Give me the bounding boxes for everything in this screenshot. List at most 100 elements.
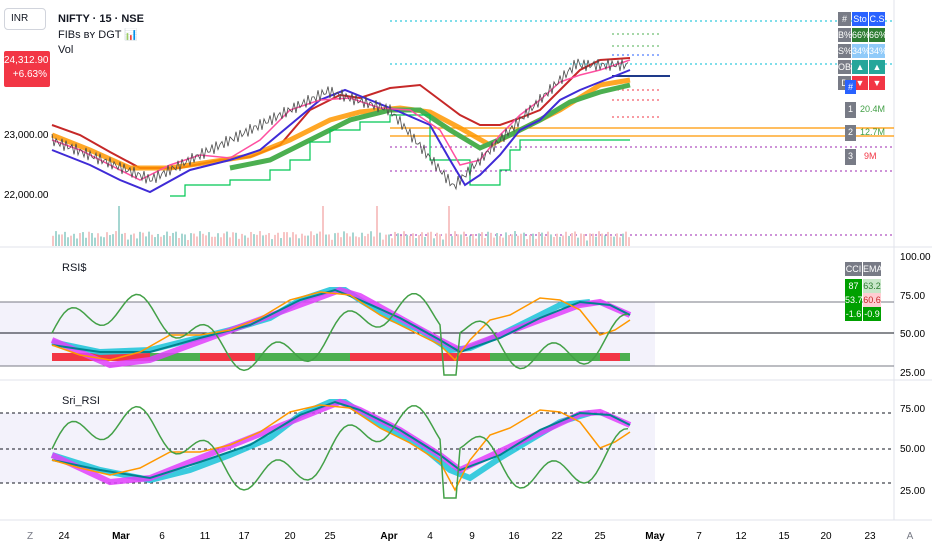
volume-bar — [247, 237, 249, 246]
trend-segment — [150, 353, 200, 361]
status-cell: 34% — [852, 44, 871, 58]
volume-bar — [91, 233, 93, 246]
volume-bar — [130, 234, 132, 246]
volume-bar — [268, 233, 270, 246]
volume-bar — [613, 236, 615, 246]
volume-bar — [448, 206, 450, 246]
volume-bar — [364, 236, 366, 246]
volume-bar — [358, 237, 360, 246]
volume-bar — [601, 233, 603, 246]
volume-bar — [256, 234, 258, 246]
volume-bar — [232, 232, 234, 246]
volume-bar — [70, 235, 72, 246]
volume-bar — [217, 233, 219, 246]
volume-bar — [487, 231, 489, 246]
currency-selector[interactable]: INR — [4, 8, 46, 30]
time-axis[interactable]: Z 24 Mar 6 11 17 20 25 Apr 4 9 16 22 25 May 7 12 15 20 23 A — [27, 531, 914, 542]
volume-bar — [289, 237, 291, 246]
status-header: Sto — [852, 12, 868, 26]
status-cell: ▲ — [852, 60, 868, 74]
volume-bar — [175, 231, 177, 246]
time-label: 4 — [427, 531, 433, 542]
volume-bar — [397, 233, 399, 246]
trend-segment — [620, 353, 630, 361]
volume-bar — [190, 233, 192, 246]
volume-bar — [526, 239, 528, 246]
status-cell: 66% — [852, 28, 871, 42]
volume-bar — [481, 232, 483, 246]
volume-bar — [580, 233, 582, 246]
symbol-title[interactable]: NIFTY · 15 · NSE — [58, 13, 144, 25]
volume-bar — [460, 234, 462, 246]
ema-value: 60.6 — [863, 293, 881, 307]
volume-bar — [136, 238, 138, 246]
volume-bar — [298, 238, 300, 246]
status-row-label: OB — [838, 60, 852, 74]
volume-bar — [493, 237, 495, 246]
volume-bar — [538, 232, 540, 246]
volume-bar — [514, 231, 516, 246]
volume-bar — [547, 231, 549, 246]
volume-bar — [151, 234, 153, 246]
volume-bar — [559, 236, 561, 246]
volume-bar — [322, 206, 324, 246]
trend-segment — [600, 353, 620, 361]
status-cell: ▲ — [869, 60, 885, 74]
volume-bar — [343, 231, 345, 246]
volume-value: 9M — [864, 151, 877, 161]
volume-bar — [121, 233, 123, 246]
volume-bar — [415, 238, 417, 246]
status-cell: ▼ — [852, 76, 868, 90]
volume-bar — [355, 236, 357, 246]
time-label: 23 — [864, 531, 876, 542]
volume-bar — [211, 236, 213, 246]
volume-bar — [124, 232, 126, 246]
volume-bar — [169, 236, 171, 246]
sri-pane-label[interactable]: Sri_RSI — [62, 395, 100, 407]
volume-bar — [517, 235, 519, 246]
volume-bar — [346, 233, 348, 246]
volume-bar — [181, 233, 183, 246]
volume-bar — [319, 231, 321, 246]
status-header: C.S — [869, 12, 885, 26]
volume-bar — [262, 235, 264, 246]
trend-segment — [200, 353, 255, 361]
indicator-vol[interactable]: Vol — [58, 44, 74, 56]
time-label: Z — [27, 531, 33, 542]
volume-bar — [250, 231, 252, 246]
volume-bar — [334, 233, 336, 246]
volume-bar — [253, 234, 255, 246]
time-label: 22 — [551, 531, 563, 542]
volume-bar — [403, 231, 405, 246]
volume-bar — [187, 240, 189, 246]
time-label: 16 — [508, 531, 520, 542]
volume-header: # — [845, 80, 856, 94]
sri-axis-label: 50.00 — [900, 444, 925, 455]
volume-bar — [619, 237, 621, 246]
volume-bar — [382, 239, 384, 246]
volume-value: 20.4M — [860, 104, 886, 114]
volume-bar — [409, 235, 411, 246]
volume-bar — [67, 237, 69, 246]
volume-bar — [424, 236, 426, 246]
time-label: Apr — [380, 531, 397, 542]
volume-bar — [589, 233, 591, 246]
time-label: 20 — [284, 531, 296, 542]
volume-bar — [199, 231, 201, 246]
time-label: 11 — [200, 531, 211, 542]
rsi-pane-label[interactable]: RSI$ — [62, 262, 87, 274]
volume-bar — [193, 233, 195, 246]
volume-bar — [79, 233, 81, 246]
volume-bar — [571, 233, 573, 246]
volume-bar — [454, 231, 456, 246]
indicator-fibs[interactable]: FIBs ʙʏ DGT 📊 — [58, 29, 139, 41]
volume-bar — [370, 231, 372, 246]
status-cell: ▼ — [869, 76, 885, 90]
volume-bar — [553, 236, 555, 246]
volume-bar — [208, 232, 210, 246]
volume-bar — [331, 239, 333, 246]
volume-bar — [223, 233, 225, 246]
sri-axis-label: 25.00 — [900, 486, 925, 497]
volume-bar — [85, 237, 87, 246]
